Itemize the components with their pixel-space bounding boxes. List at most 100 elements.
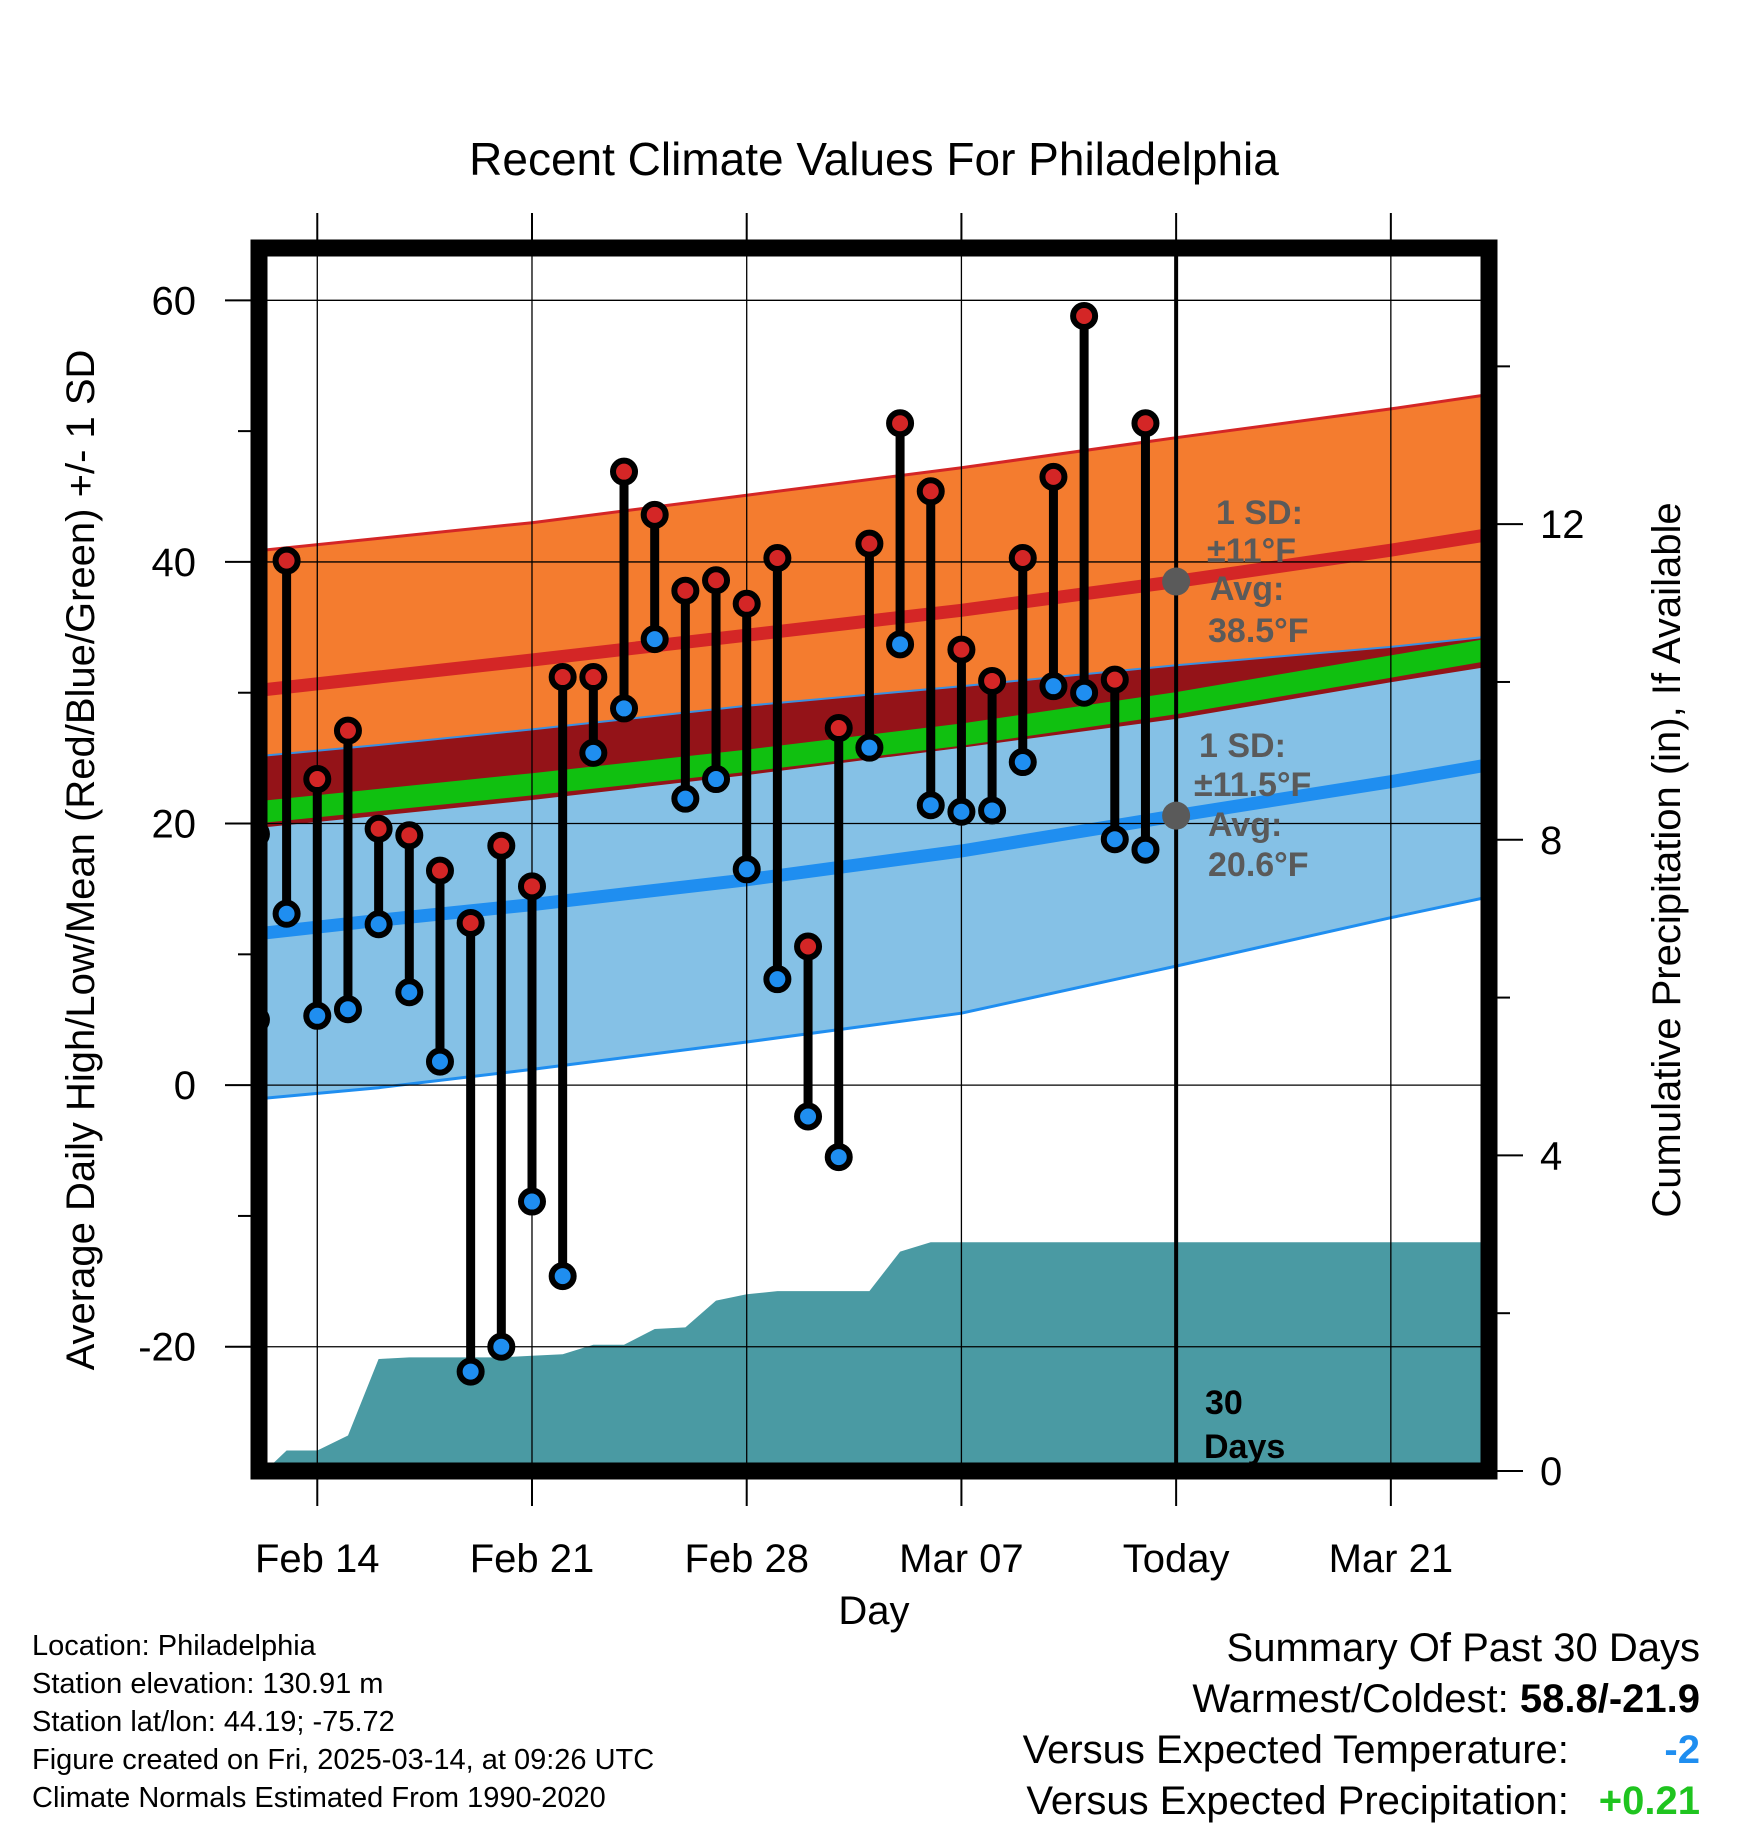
y2-tick-label: 0 (1540, 1450, 1562, 1494)
low-point (364, 910, 393, 939)
low-point (671, 784, 700, 813)
low-point (1039, 672, 1068, 701)
normals-text: Climate Normals Estimated From 1990-2020 (32, 1782, 606, 1814)
low-avg-marker (1162, 801, 1191, 830)
high-point (456, 908, 485, 937)
high-avg-marker (1162, 567, 1191, 596)
high-avg-label: Avg: (1210, 570, 1284, 608)
x-tick-label: Mar 21 (1329, 1537, 1454, 1581)
high-point (364, 814, 393, 843)
low-sd-value: ±11.5°F (1194, 766, 1311, 804)
y2-tick-label: 4 (1540, 1134, 1562, 1178)
high-point (425, 856, 454, 885)
high-point (1131, 409, 1160, 438)
temp-label: Versus Expected Temperature: (1022, 1728, 1569, 1772)
warmest-row: Warmest/Coldest: 58.8/-21.9 (1023, 1674, 1700, 1725)
high-point (1039, 462, 1068, 491)
elevation-text: Station elevation: 130.91 m (32, 1668, 384, 1700)
low-upper-line (259, 635, 1489, 758)
low-point (978, 796, 1007, 825)
low-point (1070, 678, 1099, 707)
x-tick-label: Feb 14 (255, 1537, 380, 1581)
y-axis-label: Average Daily High/Low/Mean (Red/Blue/Gr… (59, 350, 103, 1371)
high-point (702, 566, 731, 595)
low-point (333, 995, 362, 1024)
y-tick-label: 60 (152, 279, 197, 323)
low-point (947, 797, 976, 826)
summary-panel: Summary Of Past 30 Days Warmest/Coldest:… (1023, 1623, 1700, 1827)
low-point (702, 765, 731, 794)
high-point (640, 500, 669, 529)
location-text: Location: Philadelphia (32, 1630, 316, 1662)
high-upper-line (259, 393, 1489, 553)
low-avg-value: 20.6°F (1208, 846, 1309, 884)
high-point (794, 932, 823, 961)
high-avg-value: 38.5°F (1208, 612, 1309, 650)
temp-row: Versus Expected Temperature: -2 (1023, 1725, 1700, 1776)
y-tick-label: 20 (152, 803, 197, 847)
x-tick-label: Feb 21 (470, 1537, 595, 1581)
y-tick-label: -20 (138, 1326, 196, 1370)
high-point (855, 529, 884, 558)
low-point (425, 1047, 454, 1076)
high-point (886, 409, 915, 438)
temp-value: -2 (1664, 1728, 1700, 1772)
chart-title: Recent Climate Values For Philadelphia (469, 133, 1279, 185)
low-point (303, 1001, 332, 1030)
high-point (333, 716, 362, 745)
warmest-label: Warmest/Coldest: (1192, 1677, 1509, 1721)
plot-area (259, 248, 1489, 1471)
low-point (886, 630, 915, 659)
low-point (456, 1357, 485, 1386)
low-point (916, 791, 945, 820)
low-point (610, 694, 639, 723)
low-point (272, 899, 301, 928)
low-point (1131, 835, 1160, 864)
high-point (579, 663, 608, 692)
summary-title: Summary Of Past 30 Days (1226, 1626, 1700, 1670)
low-point (395, 978, 424, 1007)
low-point (579, 738, 608, 767)
low-point (855, 733, 884, 762)
days-word: Days (1204, 1428, 1285, 1466)
x-tick-label: Mar 07 (899, 1537, 1024, 1581)
low-point (640, 625, 669, 654)
y2-tick-label: 8 (1540, 819, 1562, 863)
high-point (671, 576, 700, 605)
precipitation-area (265, 1242, 1489, 1471)
precip-row: Versus Expected Precipitation: +0.21 (1023, 1776, 1700, 1827)
precip-value: +0.21 (1598, 1779, 1700, 1823)
high-point (548, 663, 577, 692)
days-annotation: 30 Days (1204, 1384, 1285, 1466)
high-point (1070, 302, 1099, 331)
precip-label: Versus Expected Precipitation: (1026, 1779, 1569, 1823)
high-point (763, 544, 792, 573)
latlon-text: Station lat/lon: 44.19; -75.72 (32, 1706, 395, 1738)
low-point (794, 1102, 823, 1131)
high-point (732, 589, 761, 618)
high-point (1100, 665, 1129, 694)
high-sd-value: ±11°F (1207, 532, 1296, 570)
low-annotation: 1 SD: ±11.5°F Avg: 20.6°F (1194, 727, 1311, 884)
x-tick-label: Feb 28 (684, 1537, 809, 1581)
low-normal-line (259, 758, 1489, 941)
high-point (947, 635, 976, 664)
low-point (763, 965, 792, 994)
high-sd-label: 1 SD: (1216, 494, 1303, 532)
high-point (978, 666, 1007, 695)
y2-axis-label: Cumulative Precipitation (in), If Availa… (1645, 502, 1689, 1217)
y-tick-label: 0 (174, 1064, 196, 1108)
station-info: Location: Philadelphia Station elevation… (32, 1627, 654, 1817)
low-point (1100, 825, 1129, 854)
high-point (272, 546, 301, 575)
low-point (732, 855, 761, 884)
high-point (916, 477, 945, 506)
high-point (517, 872, 546, 901)
days-count: 30 (1205, 1384, 1243, 1422)
warmest-value: 58.8/-21.9 (1519, 1677, 1700, 1721)
high-point (610, 457, 639, 486)
low-point (824, 1143, 853, 1172)
low-avg-label: Avg: (1208, 806, 1282, 844)
y-tick-label: 40 (152, 541, 197, 585)
